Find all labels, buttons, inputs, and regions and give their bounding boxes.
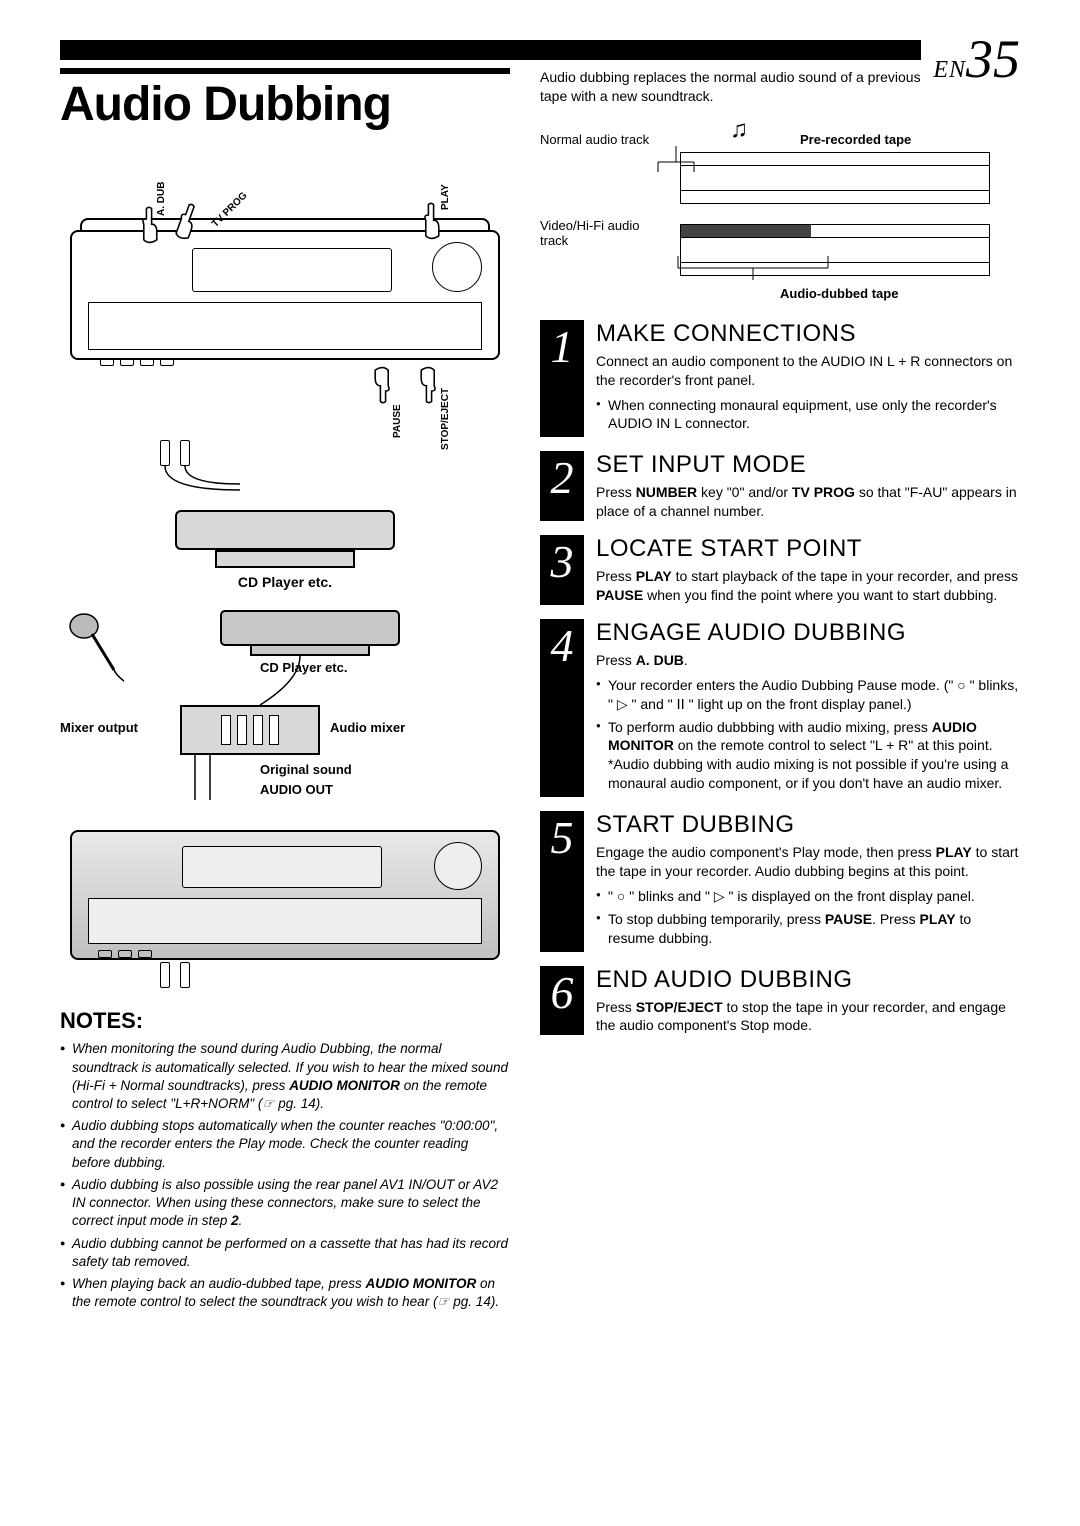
video-track-label: Video/Hi-Fi audio track [540,218,660,248]
note-item: When monitoring the sound during Audio D… [60,1040,510,1113]
notes-section: NOTES: When monitoring the sound during … [60,1008,510,1311]
label-pause: PAUSE [392,405,403,439]
step-bullet: When connecting monaural equipment, use … [596,396,1020,434]
step-bullet: Your recorder enters the Audio Dubbing P… [596,676,1020,714]
step: 2 SET INPUT MODE Press NUMBER key "0" and/… [540,451,1020,521]
step: 5 START DUBBING Engage the audio component… [540,811,1020,951]
step: 1 MAKE CONNECTIONS Connect an audio compon… [540,320,1020,438]
track-diagram: Normal audio track ♫ Pre-recorded tape V… [540,116,1020,306]
note-item: Audio dubbing cannot be performed on a c… [60,1235,510,1271]
dubbed-label: Audio-dubbed tape [780,286,898,301]
music-note-icon: ♫ [730,116,748,144]
mixer-diagram: CD Player etc. Mixer output Audio mixer … [60,610,510,810]
hand-icon [416,360,442,404]
step-body: Connect an audio component to the AUDIO … [596,352,1020,434]
step-title: START DUBBING [596,811,1020,839]
step-title: ENGAGE AUDIO DUBBING [596,619,1020,647]
note-item: Audio dubbing stops automatically when t… [60,1117,510,1172]
vcr-diagram-2 [60,820,510,990]
left-column: Audio Dubbing A. DUB TV PROG PLAY PAUSE … [60,68,510,1315]
note-item: Audio dubbing is also possible using the… [60,1176,510,1231]
header-bar: EN35 [60,40,1020,60]
step-number: 1 [540,320,584,438]
page-lang: EN [933,57,966,83]
page-title: Audio Dubbing [60,80,510,130]
step-number: 6 [540,966,584,1036]
step-body: Press A. DUB.Your recorder enters the Au… [596,651,1020,793]
step-number: 4 [540,619,584,797]
hand-icon [136,206,162,250]
step-title: LOCATE START POINT [596,535,1020,563]
hand-icon [370,360,396,404]
step-number: 2 [540,451,584,521]
notes-list: When monitoring the sound during Audio D… [60,1040,510,1311]
step-bullet: To stop dubbing temporarily, press PAUSE… [596,910,1020,948]
step-title: SET INPUT MODE [596,451,1020,479]
step: 3 LOCATE START POINT Press PLAY to start p… [540,535,1020,605]
normal-track-label: Normal audio track [540,132,649,147]
step-number: 3 [540,535,584,605]
right-column: Audio dubbing replaces the normal audio … [540,68,1020,1315]
cd-player-diagram: CD Player etc. [60,510,510,590]
page-num: 35 [966,29,1020,89]
step-title: MAKE CONNECTIONS [596,320,1020,348]
hand-icon [418,202,444,246]
step-bullet: To perform audio dubbbing with audio mix… [596,718,1020,794]
step-body: Engage the audio component's Play mode, … [596,843,1020,947]
step-bullet: " ○ " blinks and " ▷ " is displayed on t… [596,887,1020,906]
page-number: EN35 [921,28,1020,90]
step-number: 5 [540,811,584,951]
cable-diagram [60,440,510,500]
cd-label: CD Player etc. [60,574,510,590]
pre-recorded-label: Pre-recorded tape [800,132,911,147]
step-title: END AUDIO DUBBING [596,966,1020,994]
step-body: Press NUMBER key "0" and/or TV PROG so t… [596,483,1020,521]
vcr-diagram-1: A. DUB TV PROG PLAY PAUSE STOP/EJECT [60,150,510,440]
step: 4 ENGAGE AUDIO DUBBING Press A. DUB.Your r… [540,619,1020,797]
steps-list: 1 MAKE CONNECTIONS Connect an audio compon… [540,320,1020,1036]
notes-heading: NOTES: [60,1008,510,1034]
note-item: When playing back an audio-dubbed tape, … [60,1275,510,1311]
step-body: Press STOP/EJECT to stop the tape in you… [596,998,1020,1036]
title-rule [60,68,510,74]
step: 6 END AUDIO DUBBING Press STOP/EJECT to st… [540,966,1020,1036]
step-body: Press PLAY to start playback of the tape… [596,567,1020,605]
